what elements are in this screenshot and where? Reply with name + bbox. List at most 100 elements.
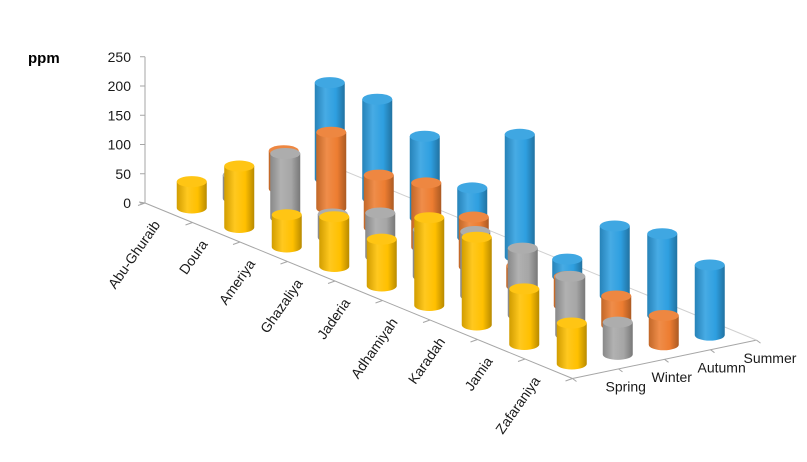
- bar-body: [224, 166, 255, 233]
- bar-top: [176, 176, 207, 188]
- y-axis-label: ppm: [28, 50, 60, 67]
- depth-tick-mark: [618, 368, 623, 373]
- bar-top: [648, 310, 679, 321]
- bar-body: [694, 264, 725, 341]
- bar-top: [602, 316, 633, 328]
- depth-tick-mark: [756, 339, 761, 344]
- bar-cylinder: [270, 148, 301, 224]
- series-label: Winter: [652, 369, 693, 385]
- bar-body: [316, 132, 347, 214]
- bar-top: [601, 290, 632, 302]
- bar-top: [366, 233, 397, 245]
- bar-top: [270, 148, 301, 159]
- bar-body: [602, 322, 633, 360]
- category-label: Doura: [176, 237, 211, 278]
- bar-cylinder: [602, 316, 633, 360]
- bar-top: [457, 182, 488, 194]
- bar-cylinder: [366, 233, 397, 292]
- y-tick-label: 200: [108, 78, 132, 94]
- category-label: Zafaraniya: [492, 373, 543, 437]
- depth-tick-mark: [664, 358, 669, 363]
- bar-top: [362, 93, 393, 105]
- bar-top: [507, 242, 538, 254]
- bar-cylinder: [504, 128, 535, 263]
- bar-top: [647, 228, 678, 240]
- x-axis-line: [144, 202, 573, 379]
- bar-top: [555, 270, 586, 282]
- bar-cylinder: [461, 231, 492, 331]
- bar-top: [694, 259, 725, 271]
- bar-cylinder: [556, 317, 587, 370]
- category-label: Karadah: [405, 334, 448, 387]
- bar-cylinder: [316, 126, 347, 214]
- depth-tick-mark: [572, 378, 577, 382]
- bar-top: [458, 211, 489, 223]
- bar-top: [461, 231, 492, 243]
- bar-top: [556, 317, 587, 329]
- bar-top: [414, 212, 445, 224]
- y-tick-label: 50: [115, 166, 131, 182]
- x-tick-mark: [375, 300, 383, 304]
- bar-cylinder: [271, 209, 302, 253]
- x-tick-mark: [327, 280, 336, 284]
- bar-top: [509, 283, 540, 295]
- bar-cylinder: [414, 212, 445, 311]
- y-tick-labels: 0 50 100 150 200 250: [108, 49, 132, 211]
- category-label: Jaderia: [314, 295, 354, 342]
- y-tick-label: 100: [108, 137, 132, 153]
- bar-body: [176, 181, 207, 214]
- bar-top: [271, 209, 302, 221]
- y-tick-label: 0: [123, 195, 131, 211]
- bar-top: [316, 126, 347, 138]
- category-label: Abu-Ghuraib: [105, 217, 164, 291]
- category-label: Jamia: [461, 354, 496, 394]
- bar-top: [365, 207, 396, 219]
- series-label: Summer: [744, 350, 797, 366]
- bar-cylinder: [599, 220, 630, 302]
- bar-top: [504, 128, 535, 140]
- bar-top: [411, 177, 442, 189]
- back-floor-line: [328, 164, 757, 341]
- y-tick-label: 150: [108, 107, 132, 123]
- bar-body: [366, 239, 397, 292]
- bar-top: [363, 169, 394, 181]
- series-label: Autumn: [698, 360, 746, 376]
- bar-cylinder: [509, 283, 540, 350]
- category-label: Ghazaliya: [257, 276, 306, 336]
- bar-body: [319, 216, 350, 272]
- bar-top: [224, 160, 255, 172]
- bar-body: [509, 288, 540, 350]
- bar-cylinder: [224, 160, 255, 233]
- category-label: Adhamiyah: [347, 315, 400, 382]
- bar-body: [599, 225, 630, 302]
- x-tick-mark: [232, 241, 241, 245]
- y-tick-label: 250: [108, 49, 132, 65]
- bar-body: [271, 214, 302, 253]
- bar-body: [270, 153, 301, 224]
- bar-body: [647, 233, 678, 322]
- bar-body: [461, 237, 492, 331]
- bars: [176, 77, 725, 370]
- bar-cylinder: [647, 228, 678, 322]
- x-tick-mark: [422, 319, 431, 323]
- series-label: Spring: [606, 379, 646, 395]
- depth-tick-mark: [710, 349, 715, 354]
- bar-top: [409, 130, 440, 142]
- x-tick-mark: [565, 378, 573, 382]
- bar-top: [599, 220, 630, 232]
- bar-cylinder: [319, 211, 350, 272]
- x-tick-mark: [185, 222, 193, 226]
- bar-body: [504, 134, 535, 263]
- bar-body: [414, 217, 445, 311]
- bar-cylinder: [694, 259, 725, 341]
- x-tick-mark: [517, 358, 526, 362]
- bar-cylinder: [176, 176, 207, 214]
- bar-top: [552, 253, 583, 265]
- bar-body: [648, 315, 679, 351]
- x-tick-mark: [280, 261, 288, 265]
- category-label: Ameriya: [216, 256, 259, 307]
- axes: [137, 56, 761, 382]
- bar-top: [319, 211, 350, 223]
